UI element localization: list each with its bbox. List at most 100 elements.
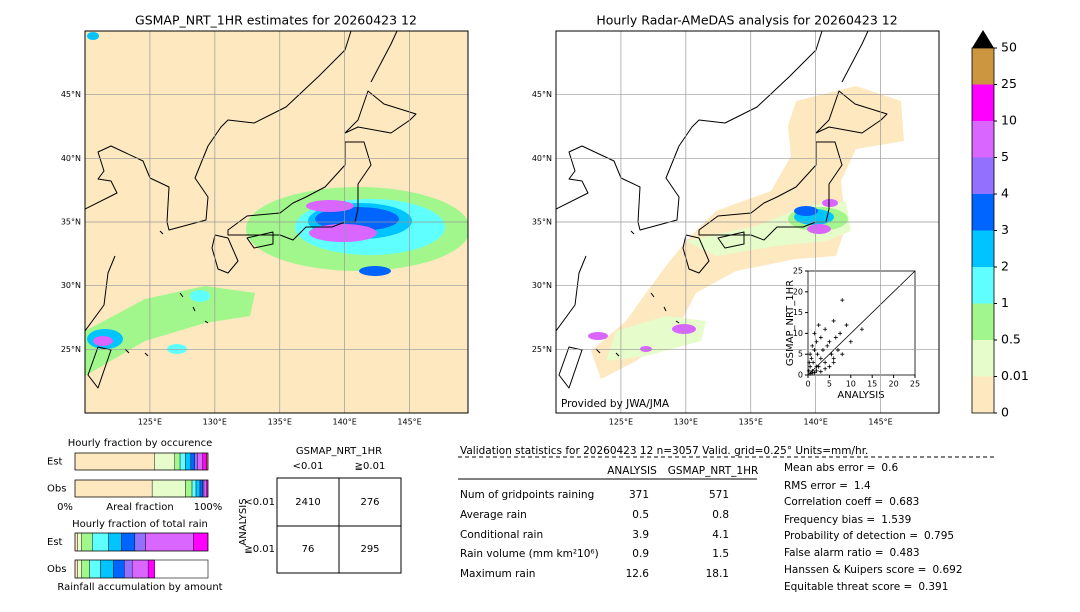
- colorbar-extend: [972, 30, 994, 48]
- colorbar-segment: [972, 303, 994, 340]
- colorbar-label: 0: [1001, 405, 1009, 420]
- column-header: ANALYSIS: [607, 465, 657, 477]
- fraction-segment: [77, 532, 82, 552]
- point: [808, 371, 813, 376]
- x-tick-label: 10: [846, 380, 856, 389]
- row-label: Maximum rain: [460, 568, 535, 580]
- colorbar-label: 4: [1001, 186, 1009, 201]
- cell: 371: [629, 489, 649, 501]
- point: [808, 364, 813, 369]
- fraction-segment: [185, 452, 191, 471]
- score: Equitable threat score = 0.391: [784, 581, 948, 593]
- rain-area: [794, 206, 818, 216]
- lon-tick-label: 145°E: [868, 418, 892, 427]
- fraction-segment: [81, 559, 90, 579]
- rain-area: [807, 224, 831, 234]
- fraction-segment: [202, 452, 207, 471]
- score-value: 0.483: [890, 547, 920, 559]
- point: [814, 368, 819, 373]
- lon-tick-label: 145°E: [397, 418, 421, 427]
- credit: Provided by JWA/JMA: [561, 398, 670, 410]
- scatter-ylabel: GSMAP_NRT_1HR: [785, 280, 796, 366]
- column-label: ≧0.01: [355, 461, 386, 472]
- score-label: Probability of detection =: [784, 530, 918, 542]
- lat-tick-label: 35°N: [61, 218, 81, 227]
- lat-tick-label: 40°N: [61, 154, 81, 163]
- point: [823, 327, 828, 332]
- scatter-xlabel: ANALYSIS: [837, 390, 884, 401]
- lat-tick-label: 30°N: [532, 281, 552, 290]
- x-tick-label: 20: [889, 380, 899, 389]
- fraction-segment: [131, 559, 149, 579]
- colorbar-label: 0.01: [1001, 368, 1029, 383]
- cell: 295: [360, 544, 379, 555]
- cell: 76: [302, 544, 315, 555]
- fraction-segment: [77, 559, 82, 579]
- score-label: Mean abs error =: [784, 462, 875, 474]
- point: [844, 323, 849, 328]
- point: [827, 339, 832, 344]
- x-tick-label: 0%: [57, 502, 73, 513]
- fraction-segment: [179, 452, 186, 471]
- score-value: 0.683: [889, 496, 919, 508]
- lat-tick-label: 45°N: [61, 90, 81, 99]
- rain-area: [93, 336, 113, 346]
- score-value: 0.795: [924, 530, 954, 542]
- y-tick-label: 15: [793, 308, 803, 317]
- contingency-title: GSMAP_NRT_1HR: [296, 446, 382, 457]
- row-label: Rain volume (mm km²10⁶): [460, 548, 599, 560]
- score-label: RMS error =: [784, 480, 848, 492]
- fraction-segment: [190, 452, 195, 471]
- score-label: Hanssen & Kuipers score =: [784, 564, 926, 576]
- fraction-segment: [121, 532, 136, 552]
- fraction-segment: [154, 452, 175, 471]
- point: [848, 339, 853, 344]
- map-frame: [555, 30, 940, 414]
- score: RMS error = 1.4: [784, 480, 871, 492]
- row-label: Num of gridpoints raining: [460, 489, 594, 501]
- rain-area: [309, 224, 377, 242]
- colorbar-segment: [972, 267, 994, 304]
- score-label: Equitable threat score =: [784, 581, 912, 593]
- total-title: Hourly fraction of total rain: [72, 519, 208, 530]
- fraction-segment: [151, 479, 186, 498]
- colorbar-segment: [972, 230, 994, 267]
- cell: 12.6: [626, 568, 650, 580]
- score: Frequency bias = 1.539: [784, 514, 911, 526]
- rain-area: [85, 286, 255, 376]
- lat-tick-label: 30°N: [61, 281, 81, 290]
- fraction-segment: [74, 532, 78, 552]
- point: [840, 352, 845, 357]
- fraction-segment: [74, 479, 153, 498]
- row-label: Obs: [47, 484, 66, 495]
- fraction-segment: [197, 452, 203, 471]
- y-tick-label: 10: [793, 329, 803, 338]
- colorbar-label: 2: [1001, 259, 1009, 274]
- point: [827, 364, 832, 369]
- fraction-segment: [174, 452, 181, 471]
- lon-tick-label: 140°E: [332, 418, 356, 427]
- score-value: 0.391: [918, 581, 948, 593]
- score: Probability of detection = 0.795: [784, 530, 954, 542]
- validation-header: Validation statistics for 20260423 12 n=…: [460, 445, 868, 457]
- score-value: 1.4: [854, 480, 871, 492]
- colorbar-segment: [972, 157, 994, 194]
- point: [833, 335, 838, 340]
- rain-area: [87, 32, 99, 40]
- point: [838, 331, 843, 336]
- score: False alarm ratio = 0.483: [784, 547, 920, 559]
- rain-area: [306, 200, 354, 212]
- lon-tick-label: 140°E: [803, 418, 827, 427]
- row-label: <0.01: [244, 497, 275, 508]
- fraction-segment: [147, 559, 155, 579]
- fraction-segment: [89, 559, 101, 579]
- score-label: False alarm ratio =: [784, 547, 884, 559]
- map-title: GSMAP_NRT_1HR estimates for 20260423 12: [135, 13, 417, 28]
- rain-area: [588, 332, 608, 340]
- cell: 3.9: [632, 529, 649, 541]
- point: [811, 360, 816, 365]
- colorbar-segment: [972, 48, 994, 85]
- point: [807, 360, 812, 365]
- lat-tick-label: 45°N: [532, 90, 552, 99]
- bar-frame: [74, 532, 209, 552]
